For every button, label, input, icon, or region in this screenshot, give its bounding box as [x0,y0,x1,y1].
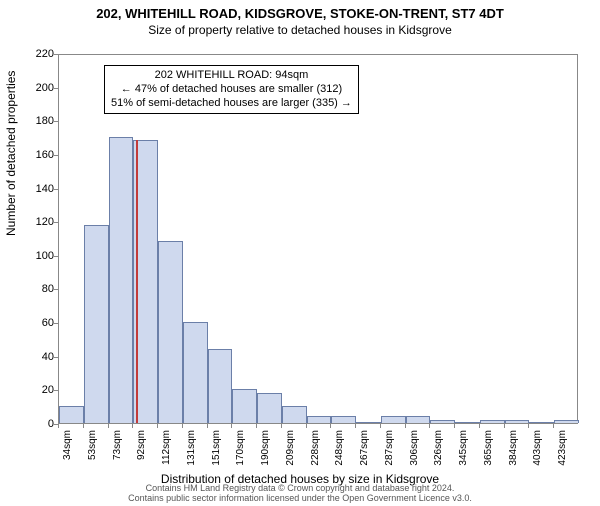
histogram-bar [208,349,233,423]
info-box-line: ← 47% of detached houses are smaller (31… [111,83,352,97]
x-tick-mark [108,424,109,428]
x-tick-mark [355,424,356,428]
y-tick-mark [54,222,58,223]
histogram-bar [282,406,307,423]
histogram-bar [109,137,134,423]
y-tick-label: 0 [14,418,54,430]
chart-subtitle: Size of property relative to detached ho… [0,23,600,37]
y-tick-mark [54,357,58,358]
x-tick-mark [528,424,529,428]
histogram-bar [505,420,530,423]
property-info-box: 202 WHITEHILL ROAD: 94sqm← 47% of detach… [104,65,359,114]
y-tick-label: 40 [14,351,54,363]
histogram-bar [232,389,257,423]
histogram-bar [480,420,505,423]
histogram-bar [529,422,554,423]
histogram-bar [430,420,455,423]
histogram-bar [356,422,381,423]
histogram-bar [183,322,208,423]
histogram-bar [59,406,84,423]
x-tick-mark [454,424,455,428]
y-tick-label: 120 [14,216,54,228]
x-tick-mark [504,424,505,428]
y-tick-label: 80 [14,283,54,295]
y-tick-mark [54,155,58,156]
info-box-line: 51% of semi-detached houses are larger (… [111,97,352,111]
histogram-bar [406,416,431,423]
x-tick-mark [231,424,232,428]
y-tick-mark [54,54,58,55]
histogram-bar [84,225,109,423]
x-tick-mark [330,424,331,428]
histogram-bar [554,420,579,423]
property-marker-line [136,140,138,423]
x-tick-mark [306,424,307,428]
x-tick-mark [58,424,59,428]
x-tick-mark [256,424,257,428]
y-tick-label: 180 [14,115,54,127]
y-tick-mark [54,390,58,391]
x-tick-mark [182,424,183,428]
y-tick-mark [54,88,58,89]
histogram-bar [158,241,183,423]
y-tick-mark [54,189,58,190]
histogram-bar [307,416,332,423]
x-tick-mark [281,424,282,428]
x-tick-mark [405,424,406,428]
chart-title: 202, WHITEHILL ROAD, KIDSGROVE, STOKE-ON… [0,6,600,21]
footer-line-2: Contains public sector information licen… [0,494,600,504]
copyright-footer: Contains HM Land Registry data © Crown c… [0,484,600,504]
y-tick-mark [54,256,58,257]
y-tick-label: 60 [14,317,54,329]
x-tick-mark [132,424,133,428]
histogram-bar [455,422,480,423]
info-box-line: 202 WHITEHILL ROAD: 94sqm [111,69,352,83]
x-tick-mark [207,424,208,428]
x-tick-mark [380,424,381,428]
y-tick-label: 160 [14,149,54,161]
x-tick-mark [553,424,554,428]
chart-plot-area: 202 WHITEHILL ROAD: 94sqm← 47% of detach… [58,54,578,424]
y-tick-label: 100 [14,250,54,262]
x-tick-mark [429,424,430,428]
y-tick-label: 140 [14,183,54,195]
y-tick-label: 20 [14,384,54,396]
y-tick-mark [54,323,58,324]
y-tick-mark [54,121,58,122]
x-tick-mark [83,424,84,428]
histogram-bar [381,416,406,423]
histogram-bar [331,416,356,423]
x-tick-mark [157,424,158,428]
y-tick-label: 200 [14,82,54,94]
x-tick-mark [479,424,480,428]
y-tick-mark [54,289,58,290]
y-tick-label: 220 [14,48,54,60]
histogram-bar [257,393,282,423]
